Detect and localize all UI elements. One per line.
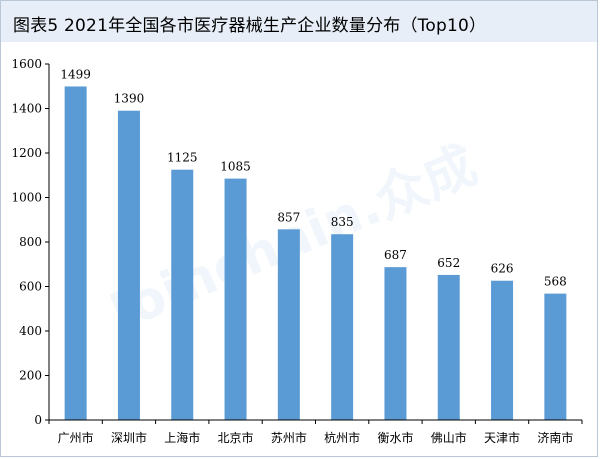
category-label-7: 衡水市 [377,430,413,445]
bar-2 [117,110,140,420]
category-label-2: 深圳市 [111,430,147,445]
category-label-10: 济南市 [537,430,573,445]
bar-7 [384,267,407,420]
value-label-4: 1085 [220,160,251,174]
chart-title: 图表5 2021年全国各市医疗器械生产企业数量分布（Top10） [13,16,487,36]
y-tick-label-4: 800 [19,235,42,249]
value-label-10: 568 [544,275,567,289]
y-tick-label-5: 1000 [11,191,42,205]
value-label-9: 626 [491,262,514,276]
bar-6 [331,234,354,420]
category-label-5: 苏州市 [271,430,307,445]
bar-9 [491,280,514,420]
value-label-6: 835 [331,215,354,229]
value-label-5: 857 [277,210,300,224]
y-tick-label-0: 0 [34,413,42,427]
value-label-3: 1125 [167,151,198,165]
y-tick-label-1: 200 [19,369,42,383]
value-label-7: 687 [384,248,407,262]
bar-1 [64,86,87,420]
axes [45,63,583,424]
y-tick-label-2: 400 [19,324,42,338]
y-tick-label-6: 1200 [11,146,42,160]
bar-8 [437,274,460,420]
bar-10 [544,293,567,420]
category-label-1: 广州市 [58,430,94,445]
labels: 1499 广州市 1390 深圳市 1125 上海市 1085 北京市 857 苏州市 835 杭州市… [11,57,573,445]
category-label-8: 佛山市 [431,430,467,445]
value-label-8: 652 [437,256,460,270]
y-tick-label-8: 1600 [11,57,42,71]
category-label-3: 上海市 [164,430,200,445]
category-label-4: 北京市 [218,430,254,445]
value-label-2: 1390 [114,92,145,106]
bars [64,86,567,420]
bar-5 [277,229,300,420]
category-label-9: 天津市 [484,430,520,445]
title-bar: 图表5 2021年全国各市医疗器械生产企业数量分布（Top10） [1,1,597,42]
value-label-1: 1499 [60,67,91,81]
bar-4 [224,178,247,420]
y-tick-label-3: 600 [19,280,42,294]
bar-3 [171,169,194,420]
category-label-6: 杭州市 [324,430,360,445]
y-tick-label-7: 1400 [11,102,42,116]
